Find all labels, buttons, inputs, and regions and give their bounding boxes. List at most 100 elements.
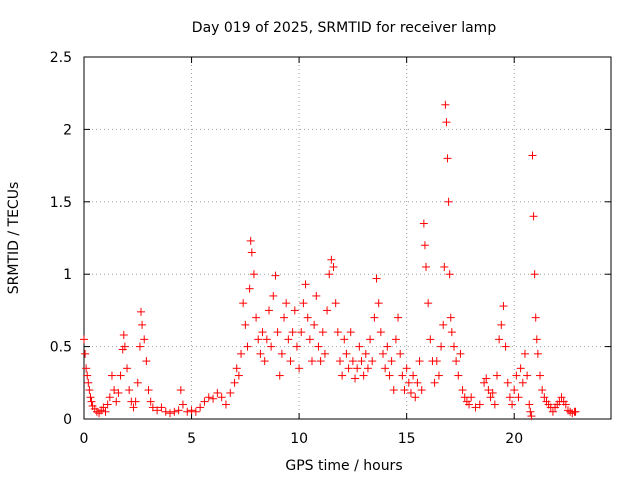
data-point [335, 357, 344, 366]
data-point [288, 328, 297, 337]
data-point [366, 335, 375, 344]
data-point [529, 212, 538, 221]
data-point [447, 328, 456, 337]
data-point [295, 364, 304, 373]
y-tick-label: 1.5 [50, 195, 72, 211]
data-point [114, 388, 123, 397]
data-point [387, 357, 396, 366]
data-point [327, 255, 336, 264]
data-point [505, 393, 514, 402]
data-points [80, 100, 580, 421]
data-point [445, 270, 454, 279]
data-point [226, 388, 235, 397]
y-tick-label: 1 [63, 267, 72, 283]
data-point [275, 371, 284, 380]
data-point [92, 407, 101, 416]
data-point [372, 274, 381, 283]
data-point [520, 349, 529, 358]
data-point [82, 364, 91, 373]
data-point [480, 378, 489, 387]
data-point [325, 270, 334, 279]
data-point [178, 400, 187, 409]
data-point [209, 394, 218, 403]
data-point [107, 371, 116, 380]
y-tick-label: 0 [63, 412, 72, 428]
data-point [456, 349, 465, 358]
data-point [133, 378, 142, 387]
data-point [415, 357, 424, 366]
data-point [536, 371, 545, 380]
data-point [273, 328, 282, 337]
data-point [398, 371, 407, 380]
data-point [338, 371, 347, 380]
data-point [394, 313, 403, 322]
y-tick-label: 0.5 [50, 340, 72, 356]
data-point [514, 393, 523, 402]
data-point [262, 335, 271, 344]
data-point [305, 335, 314, 344]
x-tick-label: 5 [187, 431, 196, 447]
x-axis: 0 5 10 15 20 [80, 57, 523, 447]
data-point [340, 335, 349, 344]
data-point [303, 313, 312, 322]
data-point [501, 342, 510, 351]
data-point [140, 335, 149, 344]
data-point [441, 100, 450, 109]
data-point [381, 364, 390, 373]
data-point [277, 349, 286, 358]
data-point [370, 313, 379, 322]
data-point [81, 349, 90, 358]
data-point [557, 393, 566, 402]
x-tick-label: 0 [80, 431, 89, 447]
data-point [138, 320, 147, 329]
data-point [252, 313, 261, 322]
data-point [314, 342, 323, 351]
y-tick-label: 2 [63, 122, 72, 138]
data-point [444, 197, 453, 206]
data-point [396, 349, 405, 358]
data-point [249, 270, 258, 279]
data-point [84, 378, 93, 387]
data-point [561, 400, 570, 409]
data-point [422, 262, 431, 271]
data-point [125, 386, 134, 395]
data-point [467, 393, 476, 402]
data-point [449, 342, 458, 351]
data-point [571, 407, 580, 416]
data-point [230, 378, 239, 387]
data-point [346, 328, 355, 337]
data-point [290, 306, 299, 315]
data-point [490, 400, 499, 409]
data-point [101, 407, 110, 416]
data-point [404, 378, 413, 387]
data-point [424, 299, 433, 308]
data-point [221, 400, 230, 409]
data-point [376, 328, 385, 337]
data-point [348, 357, 357, 366]
data-point [280, 313, 289, 322]
data-point [471, 403, 480, 412]
data-point [484, 386, 493, 395]
data-point [420, 241, 429, 250]
data-point [241, 320, 250, 329]
data-point [282, 299, 291, 308]
data-point [232, 364, 241, 373]
data-point [161, 407, 170, 416]
data-point [131, 397, 140, 406]
data-point [402, 364, 411, 373]
data-point [148, 403, 157, 412]
data-point [260, 357, 269, 366]
data-point [234, 371, 243, 380]
data-point [510, 386, 519, 395]
data-point [191, 407, 200, 416]
data-point [239, 299, 248, 308]
data-point [85, 386, 94, 395]
data-point [411, 393, 420, 402]
data-point [508, 400, 517, 409]
data-point [144, 386, 153, 395]
data-point [237, 349, 246, 358]
data-point [320, 349, 329, 358]
data-point [443, 154, 452, 163]
x-tick-label: 10 [290, 431, 308, 447]
